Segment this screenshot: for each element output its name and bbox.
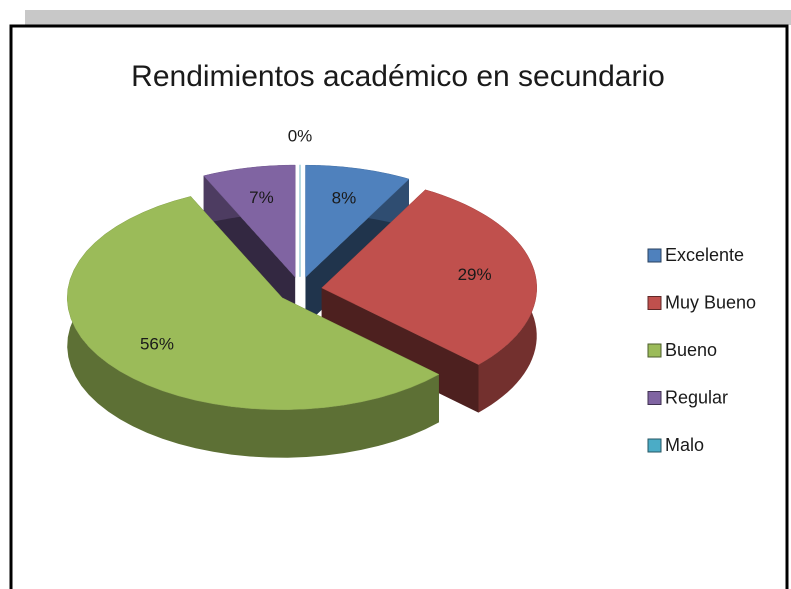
legend-label: Bueno bbox=[665, 340, 717, 360]
slice-wall bbox=[321, 287, 479, 413]
pie-slice bbox=[203, 164, 296, 278]
top-bar bbox=[25, 10, 791, 25]
data-label: 7% bbox=[249, 188, 274, 207]
legend-swatch bbox=[647, 296, 662, 310]
pie-slice bbox=[321, 189, 537, 365]
legend-label: Malo bbox=[665, 435, 704, 455]
legend-swatch bbox=[647, 391, 662, 405]
legend-swatch bbox=[647, 438, 662, 453]
labels: 8% 29% 56% 7% 0% bbox=[140, 126, 492, 353]
chart-title: Rendimientos académico en secundario bbox=[131, 60, 665, 93]
legend-swatch bbox=[647, 248, 662, 263]
legend-label: Regular bbox=[665, 387, 728, 407]
legend-label: Muy Bueno bbox=[665, 292, 756, 312]
legend-swatch bbox=[647, 343, 662, 358]
legend-label: Excelente bbox=[665, 245, 744, 265]
data-label: 0% bbox=[288, 126, 313, 145]
slice-rim bbox=[67, 196, 439, 458]
legend: Excelente Muy Bueno Bueno Regular Malo bbox=[647, 245, 756, 455]
data-label: 8% bbox=[332, 189, 357, 208]
pie-tops bbox=[66, 164, 537, 410]
data-label: 56% bbox=[140, 335, 174, 354]
chart-frame bbox=[9, 24, 789, 589]
data-label: 29% bbox=[458, 265, 492, 284]
pie-slice bbox=[305, 164, 410, 278]
pie-slice bbox=[66, 196, 440, 410]
